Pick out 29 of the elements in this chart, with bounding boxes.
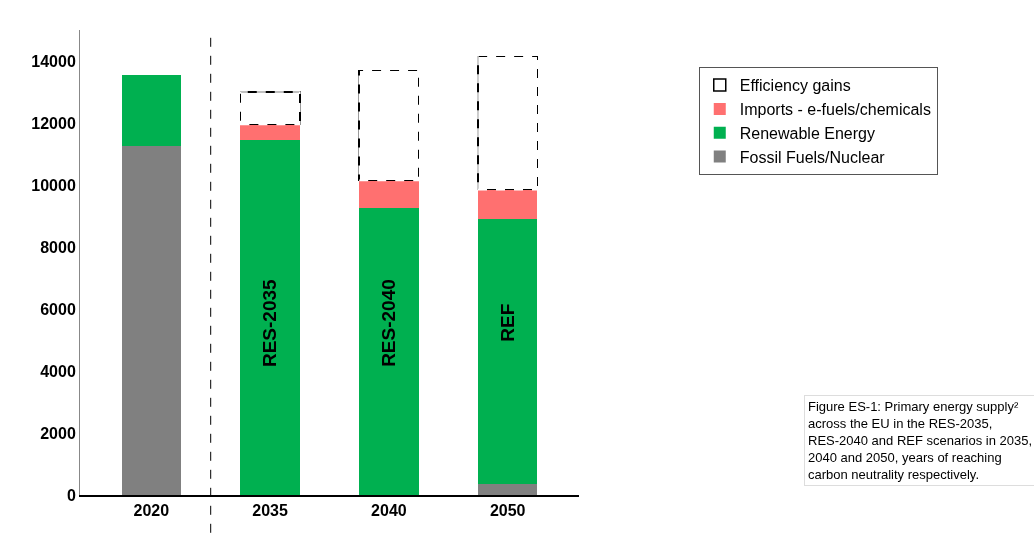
legend-label: Efficiency gains	[739, 77, 851, 95]
bar	[121, 146, 181, 495]
annotation: RES-2035	[259, 278, 281, 368]
x-tick-label: 2035	[252, 501, 288, 519]
annotation: RES-2040	[377, 279, 399, 367]
bar	[478, 189, 538, 220]
legend-label: Imports - e-fuels/chemicals	[739, 101, 931, 119]
annotation: REF	[496, 303, 518, 342]
y-tick-label: 10000	[31, 176, 76, 194]
bar	[359, 180, 419, 209]
y-tick-label: 2000	[40, 424, 76, 442]
y-tick-label: 4000	[40, 362, 76, 380]
y-tick-label: 0	[66, 486, 76, 504]
y-tick-label: 12000	[31, 114, 76, 132]
bar	[121, 74, 181, 147]
bar	[240, 124, 300, 141]
y-tick-label: 8000	[40, 238, 76, 256]
bar	[478, 219, 538, 485]
x-tick-label: 2020	[133, 501, 170, 519]
x-tick-label: 2040	[371, 501, 407, 519]
legend-label: Renewable Energy	[739, 124, 875, 142]
y-tick-label: 6000	[40, 300, 76, 318]
bar	[240, 140, 300, 495]
x-tick-label: 2050	[489, 501, 526, 519]
y-tick-label: 14000	[31, 52, 76, 70]
bar	[359, 208, 419, 495]
text: Figure ES-1: Primary energy supply² across the EU in the RES-2035, RES-2040 and REF scenarios in 2035, 2040 and 2050, years of reaching carbon neutrality respectively.	[808, 399, 1033, 482]
legend-label: Fossil Fuels/Nuclear	[739, 148, 886, 166]
bar	[478, 484, 538, 495]
